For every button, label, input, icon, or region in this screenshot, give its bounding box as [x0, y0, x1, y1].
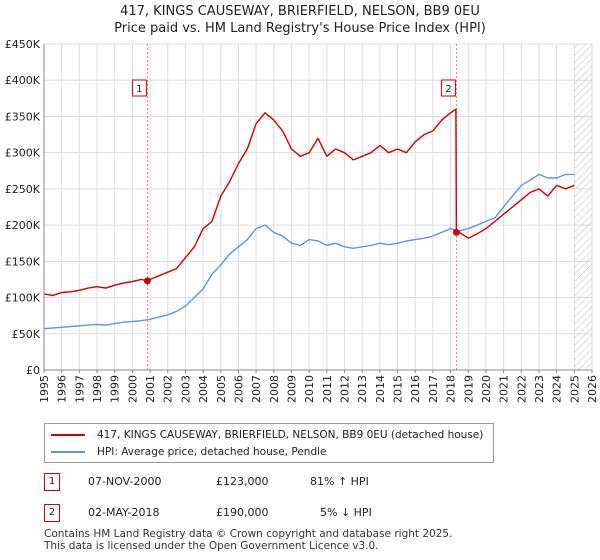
- y-tick-label: £450K: [5, 38, 41, 51]
- y-tick-label: £400K: [5, 74, 41, 87]
- plot-area: [44, 44, 592, 370]
- x-tick-label: 2006: [232, 375, 245, 403]
- x-tick-label: 2020: [480, 375, 493, 403]
- footer-copyright: Contains HM Land Registry data © Crown c…: [44, 528, 453, 540]
- x-tick-label: 2026: [586, 375, 599, 403]
- sale-label-box: [440, 79, 456, 97]
- x-tick-label: 1999: [109, 375, 122, 403]
- y-tick-label: £250K: [5, 183, 41, 196]
- x-tick-label: 2004: [197, 375, 210, 403]
- x-tick-label: 2024: [551, 375, 564, 403]
- legend-label-property: 417, KINGS CAUSEWAY, BRIERFIELD, NELSON,…: [97, 429, 484, 441]
- hpi-line: [43, 173, 575, 330]
- x-tick-label: 2019: [462, 375, 475, 403]
- chart-title: 417, KINGS CAUSEWAY, BRIERFIELD, NELSON,…: [120, 4, 480, 19]
- footer-licence: This data is licensed under the Open Gov…: [44, 540, 379, 552]
- sale-point: [452, 228, 460, 236]
- y-tick-label: £350K: [5, 110, 41, 123]
- y-tick-label: £200K: [5, 219, 41, 232]
- transaction-date: 02-MAY-2018: [88, 506, 160, 519]
- x-tick-label: 2003: [179, 375, 192, 403]
- footer: Contains HM Land Registry data © Crown c…: [44, 528, 452, 552]
- x-tick-label: 1996: [56, 375, 69, 403]
- x-tick-label: 2025: [568, 375, 581, 403]
- y-tick-label: £150K: [5, 255, 41, 268]
- x-tick-label: 1997: [73, 375, 86, 403]
- transaction-price: £123,000: [216, 475, 269, 488]
- x-tick-label: 2005: [215, 375, 228, 403]
- sale-label: 1: [136, 84, 142, 95]
- x-tick-label: 2021: [498, 375, 511, 403]
- sale-point: [143, 277, 151, 285]
- sale-label: 2: [445, 84, 451, 95]
- transaction-marker: 2: [44, 504, 60, 522]
- y-tick-label: £300K: [5, 147, 41, 160]
- legend-label-hpi: HPI: Average price, detached house, Pend…: [97, 446, 327, 458]
- y-tick-label: £50K: [12, 328, 41, 341]
- transaction-hpi-diff: 81% ↑ HPI: [310, 475, 369, 488]
- x-tick-label: 2018: [445, 375, 458, 403]
- x-tick-label: 2002: [162, 375, 175, 403]
- y-tick-label: £100K: [5, 292, 41, 305]
- x-tick-label: 2009: [285, 375, 298, 403]
- x-tick-label: 2013: [356, 375, 369, 403]
- transaction-date: 07-NOV-2000: [88, 475, 162, 488]
- sale-label-box: [131, 79, 147, 97]
- legend-swatch-hpi: [51, 451, 85, 453]
- legend-swatch-property: [51, 434, 85, 436]
- transaction-price: £190,000: [216, 506, 269, 519]
- x-tick-label: 2022: [515, 375, 528, 403]
- x-tick-label: 2010: [303, 375, 316, 403]
- x-tick-label: 1998: [91, 375, 104, 403]
- x-tick-label: 2001: [144, 375, 157, 403]
- price-chart: 1 2 £0 £50K £100K £150K £200K £250K £300K £350K £…: [5, 38, 599, 403]
- x-tick-label: 2000: [126, 375, 139, 403]
- property-price-line: [43, 108, 575, 297]
- legend: 417, KINGS CAUSEWAY, BRIERFIELD, NELSON,…: [44, 423, 494, 463]
- x-tick-label: 2014: [374, 375, 387, 403]
- x-tick-label: 2016: [409, 375, 422, 403]
- x-tick-label: 1995: [38, 375, 51, 403]
- x-tick-label: 2017: [427, 375, 440, 403]
- x-tick-label: 2007: [250, 375, 263, 403]
- x-tick-label: 2008: [268, 375, 281, 403]
- forecast-hatch: [574, 44, 592, 370]
- x-tick-label: 2011: [321, 375, 334, 403]
- y-tick-label: £0: [26, 364, 40, 377]
- x-tick-label: 2023: [533, 375, 546, 403]
- x-tick-label: 2015: [392, 375, 405, 403]
- transaction-marker: 1: [44, 473, 60, 491]
- x-tick-label: 2012: [339, 375, 352, 403]
- chart-subtitle: Price paid vs. HM Land Registry's House …: [114, 21, 486, 36]
- transaction-hpi-diff: 5% ↓ HPI: [320, 506, 372, 519]
